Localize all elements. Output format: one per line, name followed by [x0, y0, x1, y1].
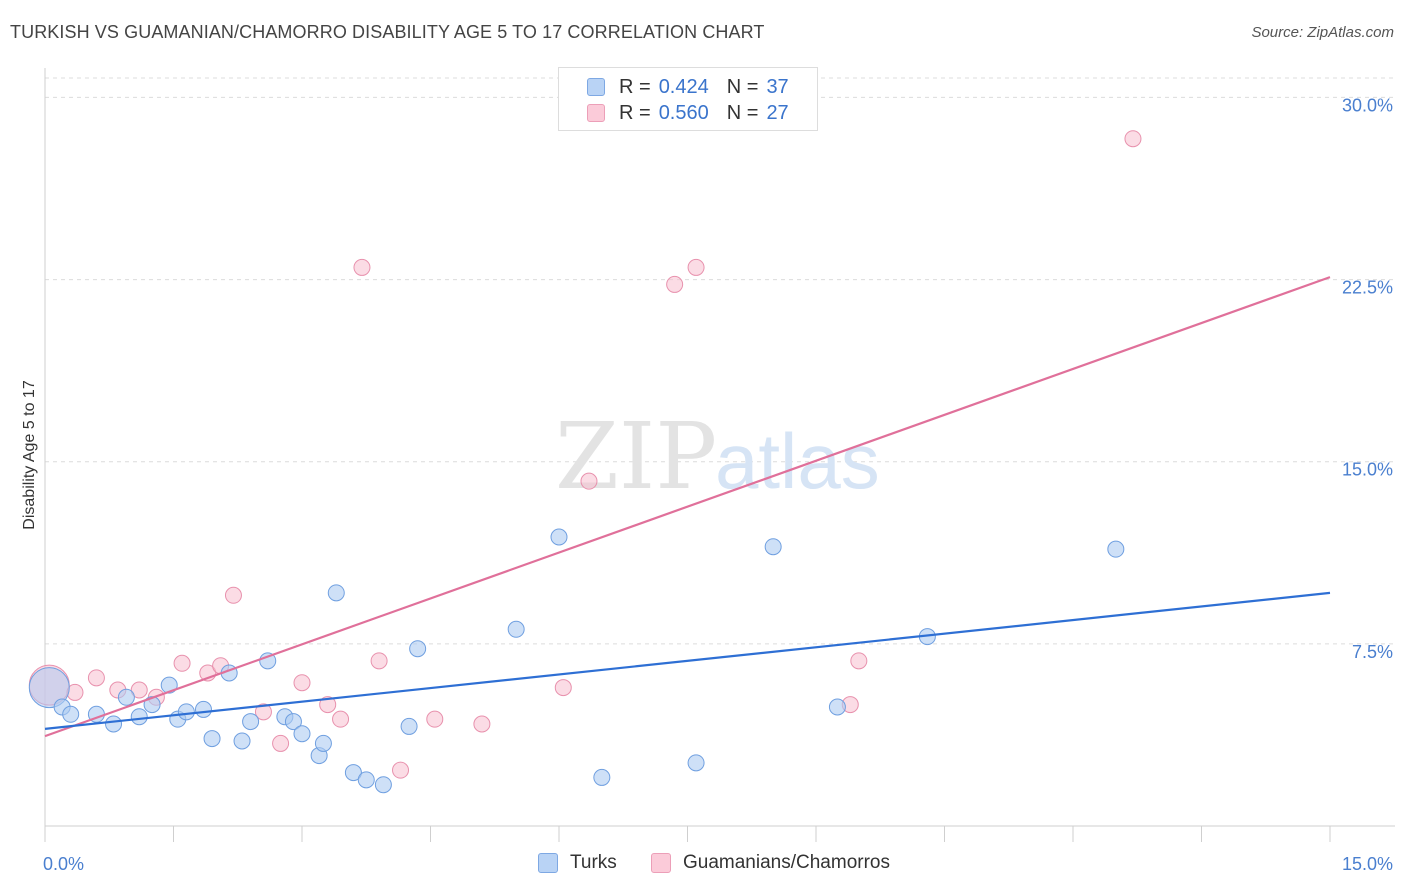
guam-point — [173, 654, 191, 672]
source-label: Source: ZipAtlas.com — [1251, 24, 1394, 41]
guam-point — [319, 696, 337, 714]
guam-point — [353, 258, 371, 276]
guam-point — [1124, 130, 1142, 148]
turks-trend-line — [44, 591, 1331, 730]
turks-point — [177, 703, 195, 721]
turks-point — [28, 667, 70, 709]
legend-label-turks: Turks — [570, 852, 617, 873]
turks-point — [203, 730, 221, 748]
y-tick-labels: 7.5% 15.0% 22.5% 30.0% — [1342, 95, 1393, 661]
legend-item-turks[interactable]: Turks — [538, 852, 617, 874]
legend-n-label: N = — [726, 75, 759, 98]
legend-row-turks: R = 0.424 N = 37 — [587, 75, 789, 99]
guam-point — [254, 703, 272, 721]
trend-lines — [44, 276, 1331, 738]
guam-point — [293, 674, 311, 692]
y-tick-label: 22.5% — [1342, 278, 1393, 298]
x-tick-labels: 0.0% 15.0% — [43, 854, 1393, 874]
watermark-atlas: atlas — [715, 417, 880, 505]
legend-r-label: R = — [619, 75, 651, 98]
legend-n-label: N = — [726, 101, 759, 124]
turks-point — [105, 715, 123, 733]
turks-point — [1107, 540, 1125, 558]
legend-item-guam[interactable]: Guamanians/Chamorros — [651, 852, 890, 874]
chart-title: TURKISH VS GUAMANIAN/CHAMORRO DISABILITY… — [10, 22, 765, 42]
turks-points — [28, 528, 1125, 794]
turks-point — [344, 764, 362, 782]
turks-point — [687, 754, 705, 772]
x-tick-label: 0.0% — [43, 854, 84, 874]
legend-row-guam: R = 0.560 N = 27 — [587, 101, 789, 125]
guam-point — [426, 710, 444, 728]
legend-r-value: 0.560 — [658, 101, 709, 124]
turks-point — [130, 708, 148, 726]
legend-n-value: 37 — [766, 75, 789, 98]
y-tick-label: 30.0% — [1342, 95, 1393, 115]
turks-point — [764, 538, 782, 556]
turks-point — [357, 771, 375, 789]
y-tick-label: 7.5% — [1352, 642, 1393, 662]
turks-point — [828, 698, 846, 716]
turks-point — [314, 734, 332, 752]
guam-trend-line — [44, 276, 1331, 738]
guam-point — [850, 652, 868, 670]
turks-point — [409, 640, 427, 658]
guam-point — [87, 669, 105, 687]
turks-point — [400, 717, 418, 735]
y-axis-label: Disability Age 5 to 17 — [21, 380, 38, 530]
x-tick-label: 15.0% — [1342, 854, 1393, 874]
watermark-zip: ZIP — [555, 403, 717, 510]
guam-point — [332, 710, 350, 728]
turks-point — [242, 713, 260, 731]
turks-point — [233, 732, 251, 750]
turks-point — [327, 584, 345, 602]
legend-label-guam: Guamanians/Chamorros — [683, 852, 890, 873]
guam-point — [130, 681, 148, 699]
watermark: ZIP atlas — [555, 403, 880, 510]
turks-point — [143, 696, 161, 714]
turks-point — [194, 700, 212, 718]
guam-point — [554, 679, 572, 697]
turks-point — [550, 528, 568, 546]
legend-n-value: 27 — [766, 101, 789, 124]
y-tick-label: 15.0% — [1342, 460, 1393, 480]
guam-point — [666, 275, 684, 293]
turks-point — [374, 776, 392, 794]
series-legend: Turks Guamanians/Chamorros — [0, 852, 1406, 878]
turks-swatch — [587, 78, 605, 96]
correlation-legend: R = 0.424 N = 37 R = 0.560 N = 27 — [558, 67, 818, 131]
guam-point — [687, 258, 705, 276]
turks-point — [507, 620, 525, 638]
guam-point — [580, 472, 598, 490]
turks-swatch — [538, 853, 558, 873]
turks-point — [593, 768, 611, 786]
turks-point — [117, 688, 135, 706]
turks-point — [160, 676, 178, 694]
turks-point — [284, 713, 302, 731]
guam-point — [370, 652, 388, 670]
turks-point — [293, 725, 311, 743]
legend-r-value: 0.424 — [658, 75, 709, 98]
legend-r-label: R = — [619, 101, 651, 124]
guam-swatch — [587, 104, 605, 122]
guam-point — [224, 586, 242, 604]
guam-point — [473, 715, 491, 733]
gridlines — [45, 77, 1395, 645]
turks-point — [62, 705, 80, 723]
guam-swatch — [651, 853, 671, 873]
guam-point — [392, 761, 410, 779]
guam-point — [272, 734, 290, 752]
